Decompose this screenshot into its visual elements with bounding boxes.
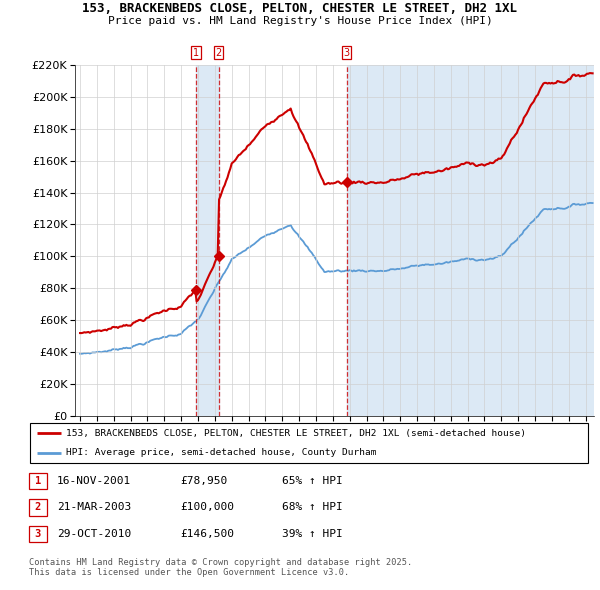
Bar xyxy=(347,65,594,416)
Text: 153, BRACKENBEDS CLOSE, PELTON, CHESTER LE STREET, DH2 1XL (semi-detached house): 153, BRACKENBEDS CLOSE, PELTON, CHESTER … xyxy=(66,429,526,438)
Text: Price paid vs. HM Land Registry's House Price Index (HPI): Price paid vs. HM Land Registry's House … xyxy=(107,16,493,26)
Text: 65% ↑ HPI: 65% ↑ HPI xyxy=(282,476,343,486)
Text: 2: 2 xyxy=(215,48,221,58)
Text: 29-OCT-2010: 29-OCT-2010 xyxy=(57,529,131,539)
Text: 68% ↑ HPI: 68% ↑ HPI xyxy=(282,503,343,512)
Text: 2: 2 xyxy=(35,503,41,512)
Text: 3: 3 xyxy=(344,48,350,58)
Bar xyxy=(196,65,218,416)
Text: 153, BRACKENBEDS CLOSE, PELTON, CHESTER LE STREET, DH2 1XL: 153, BRACKENBEDS CLOSE, PELTON, CHESTER … xyxy=(83,2,517,15)
Text: 1: 1 xyxy=(193,48,199,58)
Text: 3: 3 xyxy=(35,529,41,539)
Text: £146,500: £146,500 xyxy=(180,529,234,539)
Text: 1: 1 xyxy=(35,476,41,486)
Text: Contains HM Land Registry data © Crown copyright and database right 2025.
This d: Contains HM Land Registry data © Crown c… xyxy=(29,558,412,577)
Text: £78,950: £78,950 xyxy=(180,476,227,486)
Text: 16-NOV-2001: 16-NOV-2001 xyxy=(57,476,131,486)
Text: 39% ↑ HPI: 39% ↑ HPI xyxy=(282,529,343,539)
Text: £100,000: £100,000 xyxy=(180,503,234,512)
Text: HPI: Average price, semi-detached house, County Durham: HPI: Average price, semi-detached house,… xyxy=(66,448,377,457)
Text: 21-MAR-2003: 21-MAR-2003 xyxy=(57,503,131,512)
